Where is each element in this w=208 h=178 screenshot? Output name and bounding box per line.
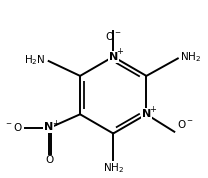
Text: O$^-$: O$^-$: [177, 118, 194, 130]
Text: NH$_2$: NH$_2$: [103, 161, 124, 175]
Text: $^-$O: $^-$O: [4, 121, 23, 133]
Text: N: N: [109, 52, 118, 62]
Text: H$_2$N: H$_2$N: [25, 53, 46, 67]
Text: +: +: [52, 119, 59, 127]
Text: NH$_2$: NH$_2$: [180, 50, 201, 64]
Text: +: +: [150, 105, 156, 114]
Text: +: +: [116, 47, 123, 56]
Text: O: O: [45, 155, 54, 165]
Text: N: N: [44, 122, 53, 132]
Text: N: N: [142, 109, 151, 119]
Text: O$^-$: O$^-$: [105, 30, 122, 42]
